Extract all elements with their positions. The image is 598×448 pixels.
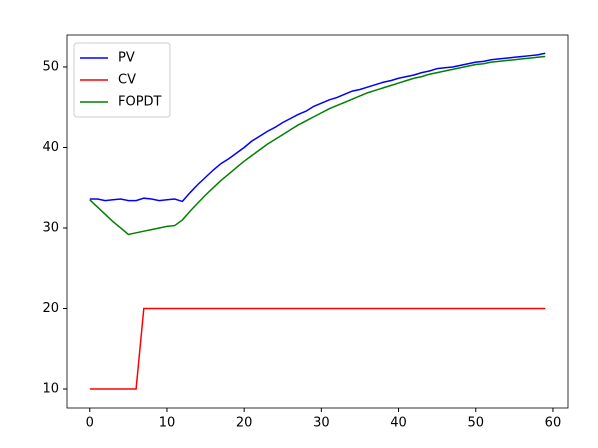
- x-tick-label: 30: [313, 416, 330, 431]
- x-tick-label: 10: [159, 416, 176, 431]
- y-tick-label: 40: [42, 140, 59, 155]
- line-series: [89, 307, 546, 390]
- y-tick-label: 30: [42, 220, 59, 235]
- legend-label: FOPDT: [118, 95, 162, 110]
- y-tick-label: 50: [42, 59, 59, 74]
- x-tick-label: 60: [545, 416, 562, 431]
- legend-box: [73, 42, 171, 118]
- line-series: [89, 55, 546, 236]
- legend-label: CV: [118, 73, 136, 88]
- x-tick-label: 50: [467, 416, 484, 431]
- x-tick-label: 20: [236, 416, 253, 431]
- x-tick-label: 0: [86, 416, 94, 431]
- x-tick-label: 40: [390, 416, 407, 431]
- y-tick-label: 20: [42, 301, 59, 316]
- y-tick-label: 10: [42, 381, 59, 396]
- plot-frame: [66, 34, 569, 409]
- legend-label: PV: [118, 51, 135, 66]
- line-series: [89, 52, 546, 203]
